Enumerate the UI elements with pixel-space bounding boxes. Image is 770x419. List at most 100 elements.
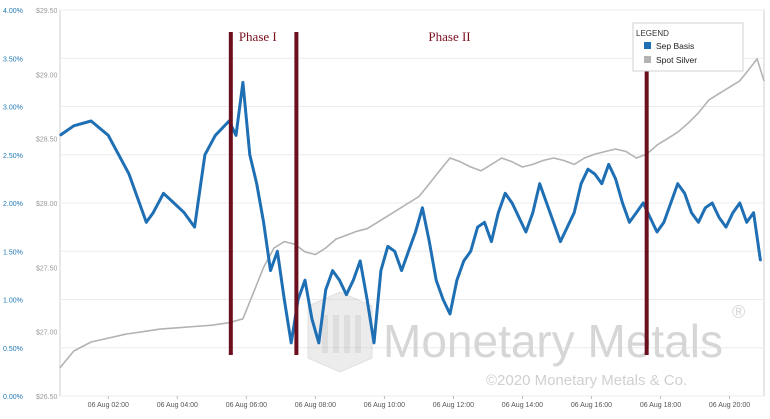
data-point-spot-silver (490, 163, 492, 165)
data-point-sep-basis (90, 120, 92, 122)
data-point-spot-silver (739, 80, 741, 82)
data-point-sep-basis (352, 279, 354, 281)
data-point-sep-basis (525, 231, 527, 233)
data-point-spot-silver (552, 157, 555, 159)
data-point-sep-basis (152, 212, 154, 214)
data-point-sep-basis (366, 298, 368, 301)
phase-annotations: Phase I Phase II (228, 29, 649, 355)
data-point-spot-silver (573, 163, 575, 165)
y-left-tick-label: 0.00% (3, 394, 23, 401)
data-point-sep-basis (601, 183, 603, 185)
y-right-tick-label: $29.50 (36, 8, 58, 15)
data-point-sep-basis (128, 173, 130, 175)
data-point-spot-silver (283, 241, 285, 243)
data-point-sep-basis (194, 226, 196, 228)
y-left-tick-label: 3.00% (3, 105, 23, 112)
data-point-sep-basis (628, 221, 631, 223)
data-point-sep-basis (539, 183, 541, 185)
x-tick-label: 06 Aug 16:00 (571, 402, 612, 409)
data-point-sep-basis (138, 202, 140, 204)
y-right-tick-label: $28.00 (36, 201, 58, 208)
data-point-sep-basis (559, 241, 562, 243)
y-left-tick-label: 0.50% (3, 346, 23, 353)
data-point-spot-silver (314, 253, 316, 256)
data-point-spot-silver (356, 230, 358, 232)
data-point-sep-basis (428, 241, 430, 243)
data-point-sep-basis (183, 212, 185, 214)
y-right-tick-label: $27.00 (36, 330, 58, 337)
data-point-sep-basis (546, 202, 548, 204)
x-tick-label: 06 Aug 08:00 (295, 402, 336, 409)
x-tick-label: 06 Aug 02:00 (88, 402, 129, 409)
data-point-sep-basis (732, 212, 734, 214)
axes: 0.00% 0.50% 1.00% 1.50% 2.00% 2.50% 3.00% 3.50%… (3, 8, 750, 409)
legend-label-sep-basis: Sep Basis (656, 41, 694, 51)
data-point-sep-basis (635, 212, 637, 214)
data-point-spot-silver (159, 328, 161, 330)
y-left-tick-label: 4.00% (3, 8, 23, 15)
watermark-copyright: ©2020 Monetary Metals & Co. (486, 372, 687, 389)
data-point-sep-basis (197, 202, 199, 204)
data-point-spot-silver (90, 341, 92, 343)
data-point-sep-basis (677, 183, 679, 185)
data-point-spot-silver (542, 159, 544, 162)
phase-label: Phase II (428, 29, 470, 44)
data-point-spot-silver (366, 228, 368, 230)
data-point-spot-silver (687, 122, 689, 124)
data-point-spot-silver (470, 166, 472, 168)
data-point-spot-silver (59, 367, 61, 369)
data-point-sep-basis (173, 202, 175, 204)
data-point-sep-basis (59, 134, 61, 136)
data-point-spot-silver (459, 161, 461, 163)
data-point-spot-silver (252, 292, 254, 294)
data-point-sep-basis (477, 226, 479, 228)
data-point-spot-silver (656, 144, 658, 146)
x-tick-label: 06 Aug 18:00 (640, 402, 681, 409)
data-point-sep-basis (684, 192, 686, 194)
data-point-sep-basis (373, 342, 375, 344)
data-point-sep-basis (242, 81, 244, 83)
data-point-sep-basis (332, 270, 334, 272)
data-point-sep-basis (518, 216, 520, 219)
y-left-tick-label: 2.50% (3, 153, 23, 160)
data-point-spot-silver (480, 170, 482, 172)
data-point-spot-silver (615, 148, 617, 150)
data-point-sep-basis (594, 173, 596, 175)
watermark-logo-icon (307, 291, 373, 373)
data-point-spot-silver (376, 221, 379, 223)
data-point-spot-silver (749, 67, 751, 69)
data-point-sep-basis (345, 294, 347, 296)
data-point-spot-silver (263, 266, 265, 268)
data-point-sep-basis (401, 270, 403, 272)
y-left-tick-label: 2.00% (3, 201, 23, 208)
data-point-sep-basis (511, 202, 513, 204)
data-point-sep-basis (421, 207, 423, 209)
data-point-sep-basis (725, 226, 727, 228)
data-point-sep-basis (690, 212, 693, 214)
data-point-spot-silver (242, 318, 244, 320)
data-point-spot-silver (718, 93, 720, 95)
data-point-spot-silver (73, 350, 75, 352)
data-point-spot-silver (397, 208, 399, 210)
data-point-sep-basis (325, 289, 327, 291)
data-point-spot-silver (418, 196, 420, 198)
legend-box (632, 22, 744, 72)
data-point-spot-silver (594, 153, 596, 155)
data-point-spot-silver (728, 86, 731, 88)
data-point-sep-basis (263, 221, 265, 223)
y-left-tick-label: 3.50% (3, 56, 23, 63)
data-point-sep-basis (718, 216, 720, 219)
data-point-spot-silver (511, 161, 513, 163)
data-point-sep-basis (608, 163, 610, 165)
data-point-sep-basis (276, 250, 278, 252)
x-tick-label: 06 Aug 12:00 (433, 402, 474, 409)
data-point-spot-silver (756, 58, 758, 60)
data-point-sep-basis (642, 202, 644, 204)
phase-label: Phase I (239, 29, 277, 44)
data-point-sep-basis (587, 168, 589, 170)
data-point-sep-basis (290, 342, 292, 344)
data-point-sep-basis (573, 212, 575, 214)
data-point-spot-silver (604, 150, 606, 153)
legend-swatch-spot-silver (644, 56, 651, 63)
